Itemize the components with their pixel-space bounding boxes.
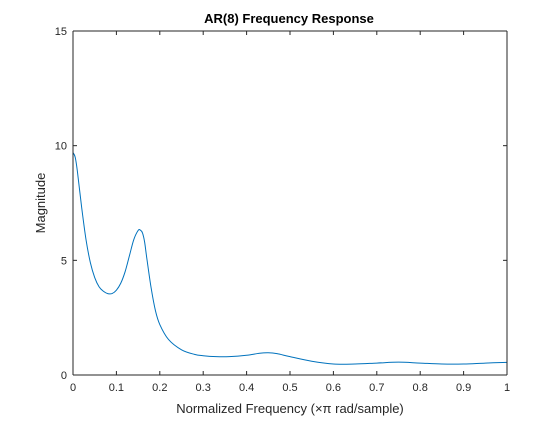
- x-tick-label: 0.3: [196, 382, 211, 394]
- y-axis-label: Magnitude: [33, 173, 48, 234]
- x-tick-label: 0.2: [152, 382, 167, 394]
- plot-area: [73, 31, 507, 375]
- y-tick-label: 15: [55, 26, 67, 38]
- x-tick-label: 0.8: [413, 382, 428, 394]
- x-tick-label: 1: [504, 382, 510, 394]
- x-axis-label: Normalized Frequency (×π rad/sample): [176, 401, 404, 416]
- x-tick-label: 0.1: [109, 382, 124, 394]
- y-tick-label: 5: [61, 255, 67, 267]
- x-tick-label: 0.4: [239, 382, 254, 394]
- y-tick-label: 10: [55, 141, 67, 153]
- x-tick-label: 0.7: [369, 382, 384, 394]
- y-tick-label: 0: [61, 370, 67, 382]
- x-tick-label: 0.9: [456, 382, 471, 394]
- x-tick-label: 0.6: [326, 382, 341, 394]
- x-tick-label: 0: [70, 382, 76, 394]
- chart-title: AR(8) Frequency Response: [204, 11, 374, 26]
- x-tick-label: 0.5: [282, 382, 297, 394]
